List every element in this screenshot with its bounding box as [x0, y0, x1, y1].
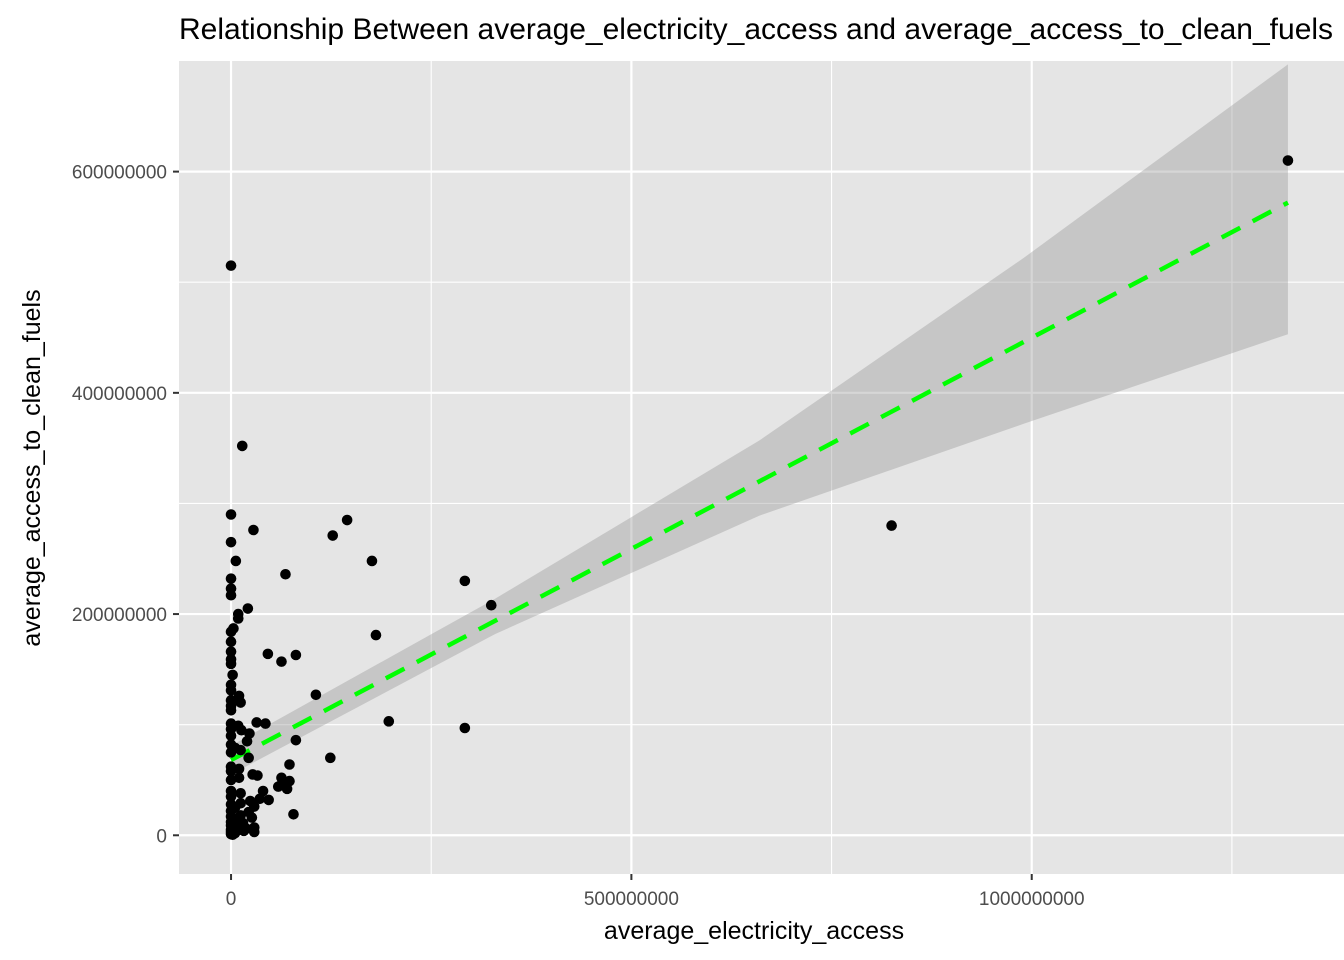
data-point [225, 730, 237, 742]
y-tick-label: 400000000 [72, 384, 167, 405]
data-point [459, 722, 471, 734]
data-point [327, 530, 339, 541]
data-point [366, 555, 378, 567]
data-point [225, 774, 237, 786]
data-point [260, 718, 271, 729]
data-point [383, 716, 395, 727]
data-point [290, 734, 302, 746]
data-point [225, 536, 237, 548]
data-point [225, 791, 237, 802]
data-point [233, 772, 245, 784]
data-point [225, 658, 237, 670]
y-axis-title: average_access_to_clean_fuels [18, 289, 46, 646]
data-point [225, 573, 237, 584]
data-point [310, 689, 322, 701]
data-point [262, 648, 274, 660]
data-point [252, 770, 263, 781]
data-point [236, 724, 247, 736]
data-point [225, 589, 237, 601]
data-point [276, 656, 287, 667]
data-point [225, 765, 237, 777]
x-tick-label: 500000000 [584, 889, 679, 910]
data-point [246, 812, 258, 823]
data-point [325, 752, 336, 764]
data-point [225, 685, 237, 696]
data-point [227, 829, 238, 841]
data-point [233, 763, 245, 775]
data-points [225, 155, 1294, 841]
data-point [1282, 155, 1294, 166]
data-point [290, 649, 302, 661]
data-point [232, 613, 244, 624]
data-point [284, 759, 295, 770]
data-point [272, 781, 284, 792]
data-point [485, 599, 497, 611]
data-point [235, 697, 246, 708]
x-axis-ticks: 0 500000000 1000000000 [226, 874, 1085, 910]
y-tick-label: 0 [156, 826, 167, 847]
data-point [227, 669, 238, 681]
data-point [236, 440, 248, 452]
data-point [254, 793, 266, 805]
data-point [886, 520, 897, 531]
data-point [341, 514, 353, 526]
data-point [242, 603, 254, 614]
data-point [225, 747, 237, 758]
minor-gridlines [179, 61, 1344, 874]
trend-line [229, 200, 1290, 763]
data-point [243, 752, 254, 764]
x-axis-title: average_electricity_access [604, 917, 904, 945]
data-point [230, 555, 242, 567]
data-point [263, 794, 274, 806]
chart-title: Relationship Between average_electricity… [179, 13, 1333, 46]
data-point [235, 744, 246, 756]
data-point [235, 787, 246, 799]
data-point [225, 704, 237, 716]
y-axis-ticks: 0 200000000 400000000 600000000 [72, 163, 179, 847]
data-point [225, 646, 237, 657]
data-point [281, 783, 293, 795]
y-tick-label: 600000000 [72, 163, 167, 184]
data-point [370, 629, 382, 641]
data-point [225, 260, 237, 271]
data-point [280, 568, 291, 580]
plot-panel [179, 61, 1344, 874]
data-point [238, 825, 250, 837]
data-point [251, 717, 262, 728]
data-point [225, 636, 237, 648]
data-point [248, 826, 260, 838]
x-tick-label: 1000000000 [979, 889, 1085, 910]
data-point [459, 575, 471, 587]
data-point [288, 808, 299, 820]
data-point [225, 509, 237, 520]
data-point [225, 626, 237, 638]
y-tick-label: 200000000 [72, 605, 167, 626]
data-point [241, 735, 253, 747]
data-point [248, 524, 259, 536]
x-tick-label: 0 [226, 889, 237, 910]
